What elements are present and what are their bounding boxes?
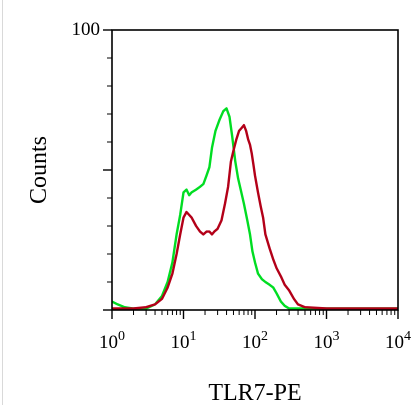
window-edge-line (2, 0, 3, 405)
series-layer (111, 107, 398, 310)
x-tick-label: 100 (99, 329, 125, 353)
series-line-1 (111, 107, 398, 310)
x-axis: 100 101 102 103 104 (99, 310, 411, 353)
series-line-2 (112, 124, 398, 310)
plot-area (111, 29, 399, 311)
x-tick-label: 103 (314, 329, 340, 353)
x-axis-label: TLR7-PE (208, 380, 301, 405)
y-axis: 100 (72, 19, 112, 311)
y-axis-label: Counts (26, 136, 52, 204)
x-tick-label: 102 (242, 329, 268, 353)
x-tick-label: 104 (385, 329, 411, 353)
y-tick-label: 100 (72, 19, 101, 40)
x-tick-label: 101 (171, 329, 197, 353)
